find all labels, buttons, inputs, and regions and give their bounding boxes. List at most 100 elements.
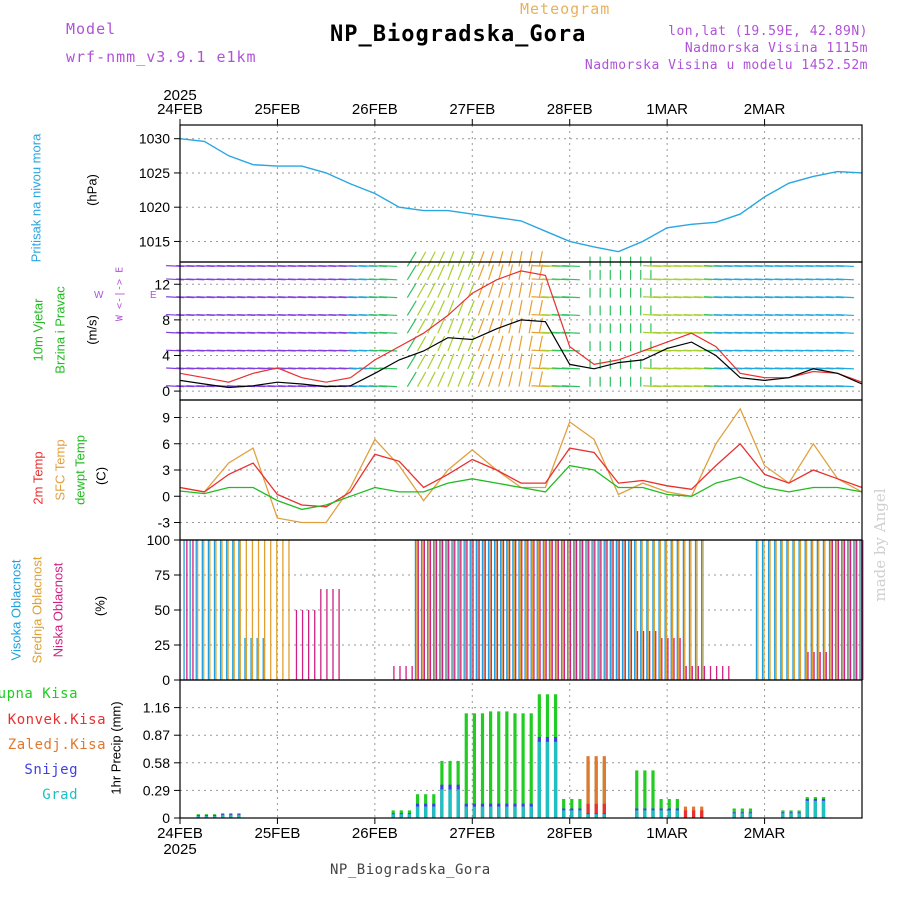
wind-arrow	[508, 300, 514, 316]
footer-station: NP_Biogradska_Gora	[330, 862, 491, 878]
wind-arrow	[518, 282, 523, 298]
graupel-bar	[797, 813, 801, 818]
graupel-bar	[562, 810, 566, 818]
wind-arrow	[379, 278, 398, 281]
subtitle: Meteogram	[520, 0, 611, 18]
legend-graupel: Grad	[42, 787, 78, 803]
total-rain-bar	[643, 770, 647, 818]
graupel-bar	[440, 789, 444, 818]
graupel-bar	[635, 810, 639, 818]
legend-convective: Konvek.Kisa	[7, 712, 106, 728]
graupel-bar	[732, 813, 736, 818]
x-tick-label-top: 28FEB	[547, 101, 593, 118]
wind-arrow	[528, 251, 533, 267]
total-rain-bar	[464, 713, 468, 818]
wind-arrow	[457, 353, 465, 370]
legend-snow: Snijeg	[24, 762, 78, 778]
wind-arrow	[379, 349, 398, 352]
wind-arrow	[538, 335, 544, 352]
wind-arrow	[457, 300, 465, 316]
graupel-bar	[521, 806, 525, 818]
lonlat-text: lon,lat (19.59E, 42.89N)	[668, 24, 868, 39]
wind-arrow	[498, 317, 504, 334]
wind-arrow	[835, 296, 854, 299]
wind-arrow	[447, 282, 455, 298]
legend-grid-scale: Zaledj.Kisa	[7, 737, 106, 753]
total-rain-bar	[472, 713, 476, 818]
panel-frame	[179, 679, 863, 819]
wind-arrow	[487, 300, 495, 316]
graupel-bar	[229, 815, 233, 818]
wind-arrow	[437, 353, 446, 370]
wind-arrow	[437, 251, 446, 267]
y-tick-label: 0	[162, 810, 170, 826]
y-tick-label: 0	[162, 383, 170, 399]
graupel-bar	[407, 814, 412, 818]
wind-arrow	[379, 296, 398, 299]
graupel-bar	[212, 816, 217, 818]
wind-arrow	[457, 264, 465, 281]
graupel-bar	[237, 815, 241, 818]
wind-arrow	[437, 335, 446, 352]
wind-arrow	[447, 317, 455, 334]
wind-arrow	[528, 335, 533, 352]
wind-arrow	[427, 264, 436, 281]
graupel-bar	[497, 806, 501, 818]
wind-arrow	[518, 251, 523, 267]
wind-arrow	[498, 371, 504, 387]
x-tick-label-bottom: 1MAR	[646, 825, 688, 842]
total-rain-bar	[521, 713, 525, 818]
wind-arrow	[835, 313, 854, 317]
graupel-bar	[813, 800, 817, 818]
altitude-text: Nadmorska Visina 1115m	[684, 41, 868, 56]
wind-arrow	[416, 251, 427, 267]
wind-arrow	[427, 353, 436, 370]
graupel-bar	[570, 810, 574, 818]
wind-arrow	[477, 317, 485, 334]
wind-arrow	[416, 282, 427, 298]
wind-arrow	[467, 264, 475, 281]
wind-arrow	[835, 367, 854, 370]
wind-arrow	[561, 264, 580, 268]
graupel-bar	[472, 806, 476, 818]
y-tick-label: 0	[162, 488, 170, 504]
x-tick-label-bottom: 2MAR	[744, 825, 786, 842]
wind-arrow	[561, 296, 580, 299]
wind-arrow	[538, 299, 544, 316]
wind-speed-line	[179, 319, 863, 389]
wind-arrow	[437, 282, 446, 298]
graupel-bar	[456, 789, 460, 818]
x-tick-label-top: 1MAR	[646, 101, 688, 118]
convective-bar	[586, 803, 590, 818]
y-tick-label: 0	[162, 672, 170, 688]
year-label-top: 2025	[163, 87, 196, 104]
total-rain-bar	[529, 713, 533, 818]
wind-arrow	[835, 385, 854, 388]
wind-arrow	[835, 278, 854, 281]
wind-arrow	[427, 300, 436, 316]
wind-arrow	[528, 282, 533, 298]
wind-arrow	[518, 371, 523, 387]
wind-arrow	[416, 353, 427, 370]
graupel-bar	[643, 810, 647, 818]
wind-arrow	[538, 282, 544, 298]
wind-arrow	[379, 367, 398, 370]
wind-arrow	[416, 371, 427, 387]
wind-arrow	[379, 385, 398, 388]
graupel-bar	[448, 789, 452, 818]
wind-arrow	[498, 300, 504, 316]
wind-arrow	[508, 371, 514, 387]
wind-arrow	[447, 353, 455, 370]
wind-arrow	[477, 264, 485, 281]
graupel-bar	[415, 806, 420, 818]
total-rain-bar	[651, 770, 655, 818]
grid-scale-bar	[602, 756, 606, 818]
graupel-bar	[537, 741, 541, 818]
convective-bar	[700, 810, 704, 818]
wind-arrow	[406, 371, 417, 387]
y-tick-label: 25	[154, 637, 170, 653]
convective-bar	[692, 810, 696, 818]
wind-arrow	[427, 371, 436, 387]
wind-arrow	[427, 251, 436, 267]
wind-arrow	[835, 264, 854, 268]
